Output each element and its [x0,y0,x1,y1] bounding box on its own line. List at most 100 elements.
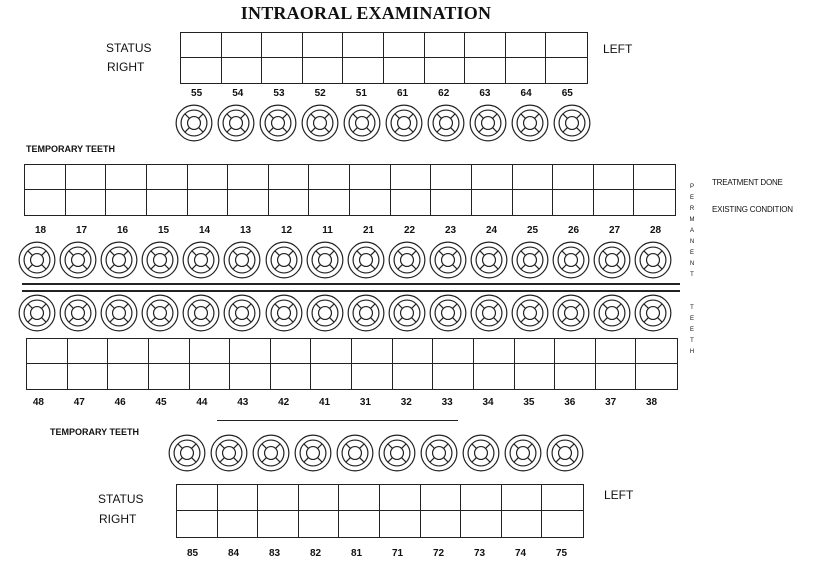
status-cell[interactable] [425,58,466,83]
status-cell[interactable] [181,33,222,58]
condition-cell[interactable] [431,165,472,190]
tooth-diagram-icon[interactable] [429,294,467,337]
tooth-diagram-icon[interactable] [511,241,549,284]
tooth-diagram-icon[interactable] [259,104,297,147]
tooth-diagram-icon[interactable] [347,294,385,337]
tooth-diagram-icon[interactable] [18,241,56,284]
lower-temporary-status-grid[interactable] [176,484,584,538]
condition-cell[interactable] [271,364,312,389]
condition-cell[interactable] [350,190,391,215]
tooth-diagram-icon[interactable] [388,241,426,284]
tooth-diagram-icon[interactable] [210,434,248,477]
condition-cell[interactable] [636,364,677,389]
condition-cell[interactable] [474,364,515,389]
condition-cell[interactable] [553,190,594,215]
tooth-diagram-icon[interactable] [265,294,303,337]
tooth-diagram-icon[interactable] [306,294,344,337]
tooth-diagram-icon[interactable] [141,294,179,337]
condition-cell[interactable] [25,190,66,215]
lower-permanent-grid[interactable] [26,338,678,390]
status-cell[interactable] [505,33,547,58]
tooth-diagram-icon[interactable] [182,241,220,284]
condition-cell[interactable] [187,165,229,190]
condition-cell[interactable] [352,339,393,364]
tooth-diagram-icon[interactable] [553,104,591,147]
tooth-diagram-icon[interactable] [427,104,465,147]
tooth-diagram-icon[interactable] [347,241,385,284]
status-cell[interactable] [461,511,502,537]
status-cell[interactable] [258,485,299,511]
condition-cell[interactable] [309,165,350,190]
status-cell[interactable] [299,511,340,537]
tooth-diagram-icon[interactable] [462,434,500,477]
condition-cell[interactable] [512,165,554,190]
condition-cell[interactable] [190,364,231,389]
condition-cell[interactable] [514,339,556,364]
upper-permanent-grid[interactable] [24,164,676,216]
condition-cell[interactable] [634,165,675,190]
condition-cell[interactable] [228,165,269,190]
tooth-diagram-icon[interactable] [593,294,631,337]
condition-cell[interactable] [268,165,310,190]
tooth-diagram-icon[interactable] [469,104,507,147]
condition-cell[interactable] [433,339,474,364]
tooth-diagram-icon[interactable] [223,241,261,284]
condition-cell[interactable] [393,364,434,389]
condition-cell[interactable] [311,339,352,364]
status-cell[interactable] [546,33,587,58]
condition-cell[interactable] [149,364,190,389]
tooth-diagram-icon[interactable] [385,104,423,147]
condition-cell[interactable] [593,165,635,190]
status-cell[interactable] [221,33,263,58]
status-cell[interactable] [222,58,263,83]
status-cell[interactable] [339,511,380,537]
status-cell[interactable] [501,485,543,511]
tooth-diagram-icon[interactable] [252,434,290,477]
status-cell[interactable] [177,485,218,511]
tooth-diagram-icon[interactable] [301,104,339,147]
status-cell[interactable] [343,58,384,83]
tooth-diagram-icon[interactable] [336,434,374,477]
tooth-diagram-icon[interactable] [378,434,416,477]
tooth-diagram-icon[interactable] [100,241,138,284]
condition-cell[interactable] [431,190,472,215]
condition-cell[interactable] [108,339,149,364]
condition-cell[interactable] [230,364,271,389]
status-cell[interactable] [502,511,543,537]
condition-cell[interactable] [27,364,68,389]
condition-cell[interactable] [515,364,556,389]
condition-cell[interactable] [596,364,637,389]
status-cell[interactable] [542,485,583,511]
tooth-diagram-icon[interactable] [593,241,631,284]
condition-cell[interactable] [269,190,310,215]
condition-cell[interactable] [350,165,391,190]
tooth-diagram-icon[interactable] [429,241,467,284]
condition-cell[interactable] [146,165,188,190]
status-cell[interactable] [465,33,506,58]
tooth-diagram-icon[interactable] [59,294,97,337]
status-cell[interactable] [218,511,259,537]
condition-cell[interactable] [392,339,434,364]
condition-cell[interactable] [27,339,68,364]
status-cell[interactable] [383,33,425,58]
status-cell[interactable] [302,33,344,58]
condition-cell[interactable] [188,190,229,215]
tooth-diagram-icon[interactable] [470,241,508,284]
tooth-diagram-icon[interactable] [141,241,179,284]
status-cell[interactable] [217,485,259,511]
status-cell[interactable] [181,58,222,83]
tooth-diagram-icon[interactable] [59,241,97,284]
tooth-diagram-icon[interactable] [420,434,458,477]
tooth-diagram-icon[interactable] [265,241,303,284]
condition-cell[interactable] [553,165,594,190]
status-cell[interactable] [506,58,547,83]
tooth-diagram-icon[interactable] [470,294,508,337]
status-cell[interactable] [379,485,421,511]
tooth-diagram-icon[interactable] [388,294,426,337]
status-cell[interactable] [424,33,466,58]
condition-cell[interactable] [391,190,432,215]
tooth-diagram-icon[interactable] [223,294,261,337]
condition-cell[interactable] [106,165,147,190]
tooth-diagram-icon[interactable] [306,241,344,284]
condition-cell[interactable] [270,339,312,364]
